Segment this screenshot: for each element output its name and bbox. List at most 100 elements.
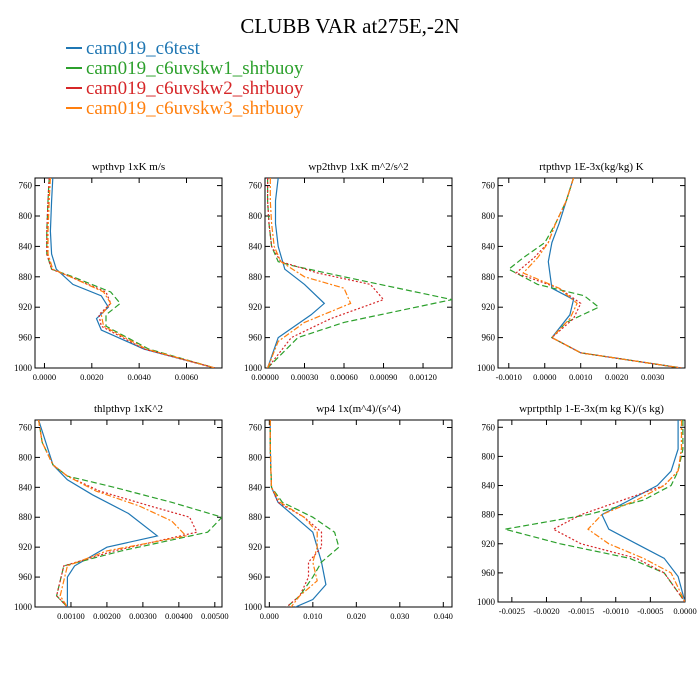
x-tick-label: 0.0040 — [127, 372, 150, 382]
series-line — [269, 420, 340, 607]
legend-swatch — [66, 86, 82, 89]
x-tick-label: 0.020 — [347, 611, 366, 621]
x-tick-label: 0.00200 — [93, 611, 121, 621]
y-tick-label: 840 — [19, 241, 33, 251]
series-line — [38, 420, 188, 607]
legend-swatch — [66, 106, 82, 109]
chart-panel: wp4 1x(m^4)/(s^4)76080084088092096010000… — [244, 403, 453, 621]
panel-title: wp2thvp 1xK m^2/s^2 — [308, 161, 408, 173]
y-tick-label: 840 — [482, 481, 496, 491]
series-line — [547, 178, 682, 368]
legend-item: cam019_c6uvskw1_shrbuoy — [66, 59, 303, 79]
plot-frame — [34, 177, 223, 369]
x-tick-label: 0.0030 — [641, 372, 664, 382]
x-tick-label: 0.00060 — [330, 372, 358, 382]
x-tick-label: 0.00400 — [165, 611, 193, 621]
x-tick-label: 0.00300 — [129, 611, 157, 621]
x-tick-label: 0.00500 — [201, 611, 229, 621]
panel-title: thlpthvp 1xK^2 — [94, 403, 163, 415]
series-line — [507, 178, 682, 368]
series-line — [38, 420, 198, 607]
legend-item: cam019_c6uvskw3_shrbuoy — [66, 99, 303, 119]
x-tick-label: 0.0060 — [175, 372, 198, 382]
series-line — [269, 420, 323, 607]
y-tick-label: 880 — [19, 512, 33, 522]
y-tick-label: 880 — [19, 272, 33, 282]
y-tick-label: 1000 — [244, 602, 263, 612]
series-line — [267, 178, 352, 368]
y-tick-label: 960 — [19, 333, 33, 343]
x-tick-label: -0.0025 — [499, 606, 525, 616]
y-tick-label: 960 — [19, 572, 33, 582]
series-line — [269, 420, 318, 607]
series-group — [507, 178, 682, 368]
y-tick-label: 1000 — [477, 597, 496, 607]
series-group — [267, 178, 452, 368]
x-tick-label: -0.0010 — [496, 372, 522, 382]
y-tick-label: 920 — [19, 542, 33, 552]
legend: cam019_c6test cam019_c6uvskw1_shrbuoy ca… — [66, 39, 303, 119]
series-group — [504, 420, 685, 602]
y-tick-label: 920 — [249, 542, 263, 552]
x-tick-label: -0.0020 — [533, 606, 559, 616]
y-tick-label: 960 — [249, 572, 263, 582]
chart-panel: thlpthvp 1xK^2 760 800 840 880 920 960 1000 0.00… — [14, 403, 229, 621]
series-line — [47, 178, 216, 368]
y-tick-label: 960 — [482, 568, 496, 578]
plot-frame — [264, 419, 453, 608]
y-tick-label: 760 — [249, 181, 263, 191]
series-group — [38, 420, 222, 607]
chart-panel: wprtpthlp 1-E-3x(m kg K)/(s kg) 760 800 840… — [477, 403, 697, 616]
series-line — [522, 178, 682, 368]
y-tick-label: 800 — [482, 451, 496, 461]
x-tick-label: 0.0020 — [80, 372, 103, 382]
series-line — [38, 420, 159, 607]
x-tick-label: 0.040 — [434, 611, 453, 621]
y-tick-label: 840 — [19, 482, 33, 492]
y-tick-label: 800 — [249, 211, 263, 221]
x-tick-label: -0.0015 — [568, 606, 594, 616]
y-tick-label: 760 — [482, 181, 496, 191]
chart-panel: wp2thvp 1xK m^2/s^2 760 800 840 880 920 960 100… — [244, 161, 453, 382]
y-tick-label: 920 — [482, 539, 496, 549]
x-tick-label: 0.030 — [390, 611, 409, 621]
y-tick-label: 1000 — [244, 363, 263, 373]
panel-title: rtpthvp 1E-3x(kg/kg) K — [539, 161, 644, 173]
x-tick-label: 0.000 — [260, 611, 279, 621]
x-tick-label: 0.00120 — [409, 372, 437, 382]
y-tick-label: 880 — [249, 512, 263, 522]
plot-frame — [497, 419, 686, 603]
y-tick-label: 800 — [482, 211, 496, 221]
y-tick-label: 880 — [482, 510, 496, 520]
y-tick-label: 800 — [19, 211, 33, 221]
y-tick-label: 880 — [249, 272, 263, 282]
y-tick-label: 880 — [482, 272, 496, 282]
y-tick-label: 840 — [249, 241, 263, 251]
x-tick-label: -0.0005 — [637, 606, 663, 616]
series-line — [46, 178, 216, 368]
y-tick-label: 1000 — [477, 363, 496, 373]
y-tick-label: 920 — [19, 302, 33, 312]
series-line — [267, 178, 452, 368]
panel-title: wpthvp 1xK m/s — [92, 161, 165, 173]
x-tick-label: 0.0010 — [569, 372, 592, 382]
x-tick-label: 0.0000 — [33, 372, 56, 382]
chart-panel: wpthvp 1xK m/s76080084088092096010000.00… — [14, 161, 223, 382]
legend-label: cam019_c6test — [86, 38, 200, 59]
legend-swatch — [66, 46, 82, 49]
legend-label: cam019_c6uvskw3_shrbuoy — [86, 98, 304, 119]
figure-title: CLUBB VAR at275E,-2N — [240, 14, 460, 38]
series-line — [267, 178, 385, 368]
series-group — [46, 178, 216, 368]
series-line — [514, 178, 682, 368]
y-tick-label: 960 — [482, 333, 496, 343]
series-line — [38, 420, 222, 607]
panel-title: wprtpthlp 1-E-3x(m kg K)/(s kg) — [519, 403, 664, 415]
x-tick-label: 0.00100 — [57, 611, 85, 621]
series-line — [552, 420, 685, 602]
series-line — [49, 178, 216, 368]
x-tick-label: 0.00000 — [251, 372, 279, 382]
plot-frame — [497, 177, 686, 369]
x-tick-label: -0.0010 — [603, 606, 629, 616]
